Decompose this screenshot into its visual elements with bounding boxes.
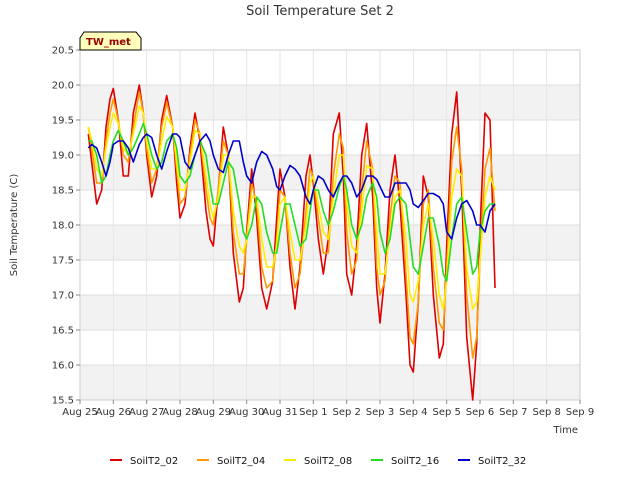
- legend-item: SoilT2_04: [197, 456, 265, 467]
- x-tick-label: Sep 5: [432, 407, 460, 418]
- x-tick-label: Sep 7: [499, 407, 527, 418]
- y-axis-title: Soil Temperature (C): [9, 174, 20, 277]
- series-line-soilt2-16: [88, 122, 495, 282]
- y-tick-label: 18.5: [52, 186, 74, 197]
- plot-bands: [80, 50, 580, 400]
- x-tick-label: Sep 4: [399, 407, 427, 418]
- legend-label: SoilT2_16: [391, 456, 439, 467]
- legend-label: SoilT2_08: [304, 456, 352, 467]
- x-tick-label: Aug 28: [162, 407, 197, 418]
- legend-label: SoilT2_04: [217, 456, 265, 467]
- plot-band: [80, 295, 580, 330]
- series-line-soilt2-02: [87, 84, 496, 401]
- site-label-tag: [79, 31, 142, 51]
- plot-band: [80, 120, 580, 155]
- y-tick-label: 19.0: [52, 151, 74, 162]
- legend-item: SoilT2_16: [371, 456, 439, 467]
- x-tick-label: Aug 25: [62, 407, 97, 418]
- y-tick-label: 17.0: [52, 291, 74, 302]
- y-tick-label: 17.5: [52, 256, 74, 267]
- series-line-soilt2-08: [87, 105, 496, 310]
- plot-band: [80, 330, 580, 365]
- x-tick-label: Sep 1: [299, 407, 327, 418]
- x-axis-title: Time: [553, 425, 578, 436]
- x-tick-label: Aug 29: [196, 407, 231, 418]
- y-tick-label: 15.5: [52, 396, 74, 407]
- legend-label: SoilT2_02: [130, 456, 178, 467]
- plot-band: [80, 50, 580, 85]
- plot-band: [80, 85, 580, 120]
- y-tick-label: 16.5: [52, 326, 74, 337]
- y-tick-label: 18.0: [52, 221, 74, 232]
- x-tick-label: Aug 31: [262, 407, 297, 418]
- legend-item: SoilT2_32: [458, 456, 526, 467]
- x-tick-label: Sep 3: [366, 407, 394, 418]
- legend-label: SoilT2_32: [478, 456, 526, 467]
- x-tick-label: Sep 8: [532, 407, 560, 418]
- y-tick-label: 19.5: [52, 116, 74, 127]
- x-tick-label: Aug 26: [96, 407, 131, 418]
- plot-band: [80, 260, 580, 295]
- x-tick-label: Aug 30: [229, 407, 264, 418]
- legend: SoilT2_02 SoilT2_04 SoilT2_08 SoilT2_16 Soil…: [110, 456, 526, 467]
- site-label: TW_met: [86, 37, 131, 48]
- legend-item: SoilT2_02: [110, 456, 178, 467]
- x-tick-label: Aug 27: [129, 407, 164, 418]
- x-tick-label: Sep 2: [332, 407, 360, 418]
- site-label-box: TW_met: [79, 31, 142, 51]
- chart-title: Soil Temperature Set 2: [246, 4, 394, 19]
- legend-item: SoilT2_08: [284, 456, 352, 467]
- x-tick-label: Sep 6: [466, 407, 494, 418]
- y-tick-label: 20.5: [52, 46, 74, 57]
- x-tick-label: Sep 9: [566, 407, 594, 418]
- y-tick-label: 20.0: [52, 81, 74, 92]
- y-tick-label: 16.0: [52, 361, 74, 372]
- series-line-soilt2-32: [87, 133, 496, 240]
- y-axis-ticks: 15.5 16.0 16.5 17.0 17.5 18.0 18.5 19.0 19.5 20.0…: [52, 46, 80, 407]
- series-lines: [87, 84, 496, 401]
- plot-band: [80, 365, 580, 400]
